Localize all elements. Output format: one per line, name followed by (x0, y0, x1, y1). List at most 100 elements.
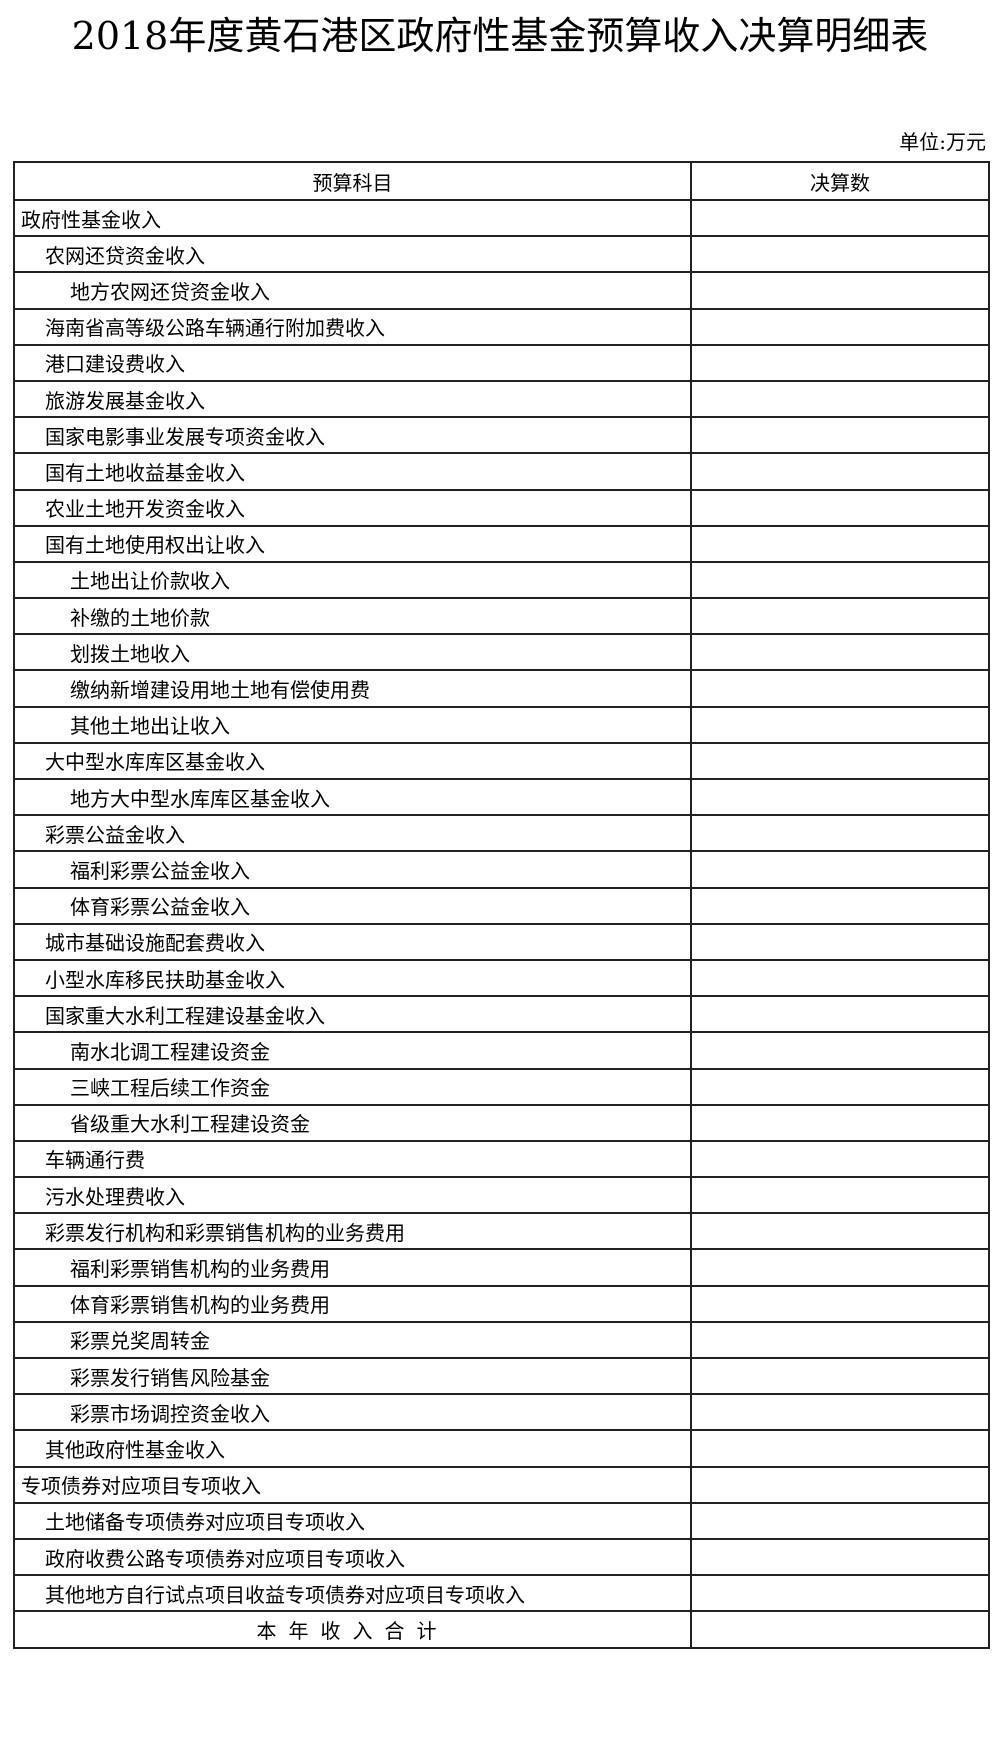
final-amount-cell (690, 1031, 990, 1070)
final-amount-cell (690, 850, 990, 889)
table-row: 其他地方自行试点项目收益专项债券对应项目专项收入 (13, 1574, 990, 1613)
budget-item-name: 土地出让价款收入 (13, 560, 692, 600)
table-row: 体育彩票销售机构的业务费用 (13, 1284, 990, 1323)
budget-item-name: 彩票市场调控资金收入 (13, 1393, 692, 1432)
budget-item-name: 地方农网还贷资金收入 (13, 271, 692, 310)
final-amount-cell (690, 1248, 990, 1287)
budget-item-name: 农业土地开发资金收入 (13, 488, 692, 527)
table-row: 大中型水库库区基金收入 (13, 741, 990, 781)
final-amount-cell (690, 1537, 990, 1577)
table-row: 土地出让价款收入 (13, 560, 990, 600)
budget-item-name: 福利彩票销售机构的业务费用 (13, 1248, 692, 1287)
table-row: 彩票公益金收入 (13, 814, 990, 853)
table-row: 土地储备专项债券对应项目专项收入 (13, 1501, 990, 1540)
final-amount-cell (690, 343, 990, 382)
final-amount-cell (690, 995, 990, 1034)
budget-item-name: 三峡工程后续工作资金 (13, 1067, 692, 1106)
final-amount-cell (690, 1393, 990, 1432)
final-amount-cell (690, 198, 990, 238)
table-row: 农网还贷资金收入 (13, 235, 990, 274)
budget-item-name: 南水北调工程建设资金 (13, 1031, 692, 1070)
budget-item-name: 国家重大水利工程建设基金收入 (13, 995, 692, 1034)
total-amount-cell (690, 1610, 990, 1649)
table-row: 专项债券对应项目专项收入 (13, 1465, 990, 1504)
table-row: 城市基础设施配套费收入 (13, 922, 990, 961)
table-row: 国有土地使用权出让收入 (13, 524, 990, 563)
budget-item-name: 大中型水库库区基金收入 (13, 741, 692, 781)
header-final-amount: 决算数 (690, 161, 990, 201)
page-title: 2018年度黄石港区政府性基金预算收入决算明细表 (71, 14, 929, 58)
table-row: 旅游发展基金收入 (13, 379, 990, 419)
budget-item-name: 彩票发行机构和彩票销售机构的业务费用 (13, 1212, 692, 1251)
table-row: 福利彩票销售机构的业务费用 (13, 1248, 990, 1287)
budget-item-name: 旅游发展基金收入 (13, 379, 692, 419)
table-row: 国家电影事业发展专项资金收入 (13, 416, 990, 455)
budget-item-name: 彩票发行销售风险基金 (13, 1356, 692, 1396)
final-amount-cell (690, 488, 990, 527)
final-amount-cell (690, 633, 990, 672)
table-row: 政府性基金收入 (13, 198, 990, 238)
final-amount-cell (690, 1501, 990, 1540)
final-amount-cell (690, 524, 990, 563)
final-amount-cell (690, 1139, 990, 1179)
final-amount-cell (690, 597, 990, 636)
table-row: 海南省高等级公路车辆通行附加费收入 (13, 307, 990, 346)
budget-item-name: 污水处理费收入 (13, 1176, 692, 1215)
budget-item-name: 国家电影事业发展专项资金收入 (13, 416, 692, 455)
budget-item-name: 彩票兑奖周转金 (13, 1320, 692, 1360)
table-row: 地方大中型水库库区基金收入 (13, 777, 990, 817)
table-row: 彩票发行机构和彩票销售机构的业务费用 (13, 1212, 990, 1251)
table-row: 地方农网还贷资金收入 (13, 271, 990, 310)
final-amount-cell (690, 235, 990, 274)
budget-item-name: 海南省高等级公路车辆通行附加费收入 (13, 307, 692, 346)
final-amount-cell (690, 741, 990, 781)
budget-item-name: 小型水库移民扶助基金收入 (13, 958, 692, 998)
final-amount-cell (690, 814, 990, 853)
budget-item-name: 政府性基金收入 (13, 198, 692, 238)
budget-item-name: 划拨土地收入 (13, 633, 692, 672)
budget-item-name: 车辆通行费 (13, 1139, 692, 1179)
budget-table: 预算科目 决算数 政府性基金收入 农网还贷资金收入 地方农网还贷资金收入 海南省高等级… (13, 161, 990, 1649)
table-row: 三峡工程后续工作资金 (13, 1067, 990, 1106)
budget-item-name: 福利彩票公益金收入 (13, 850, 692, 889)
table-row: 彩票发行销售风险基金 (13, 1356, 990, 1396)
final-amount-cell (690, 379, 990, 419)
final-amount-cell (690, 886, 990, 925)
final-amount-cell (690, 452, 990, 491)
budget-item-name: 专项债券对应项目专项收入 (13, 1465, 692, 1504)
final-amount-cell (690, 307, 990, 346)
table-row: 南水北调工程建设资金 (13, 1031, 990, 1070)
final-amount-cell (690, 958, 990, 998)
unit-label: 单位:万元 (899, 130, 986, 154)
final-amount-cell (690, 922, 990, 961)
budget-item-name: 国有土地使用权出让收入 (13, 524, 692, 563)
table-row: 划拨土地收入 (13, 633, 990, 672)
budget-item-name: 国有土地收益基金收入 (13, 452, 692, 491)
table-row: 彩票市场调控资金收入 (13, 1393, 990, 1432)
table-row: 国有土地收益基金收入 (13, 452, 990, 491)
table-row: 省级重大水利工程建设资金 (13, 1103, 990, 1142)
table-row: 体育彩票公益金收入 (13, 886, 990, 925)
table-row: 补缴的土地价款 (13, 597, 990, 636)
final-amount-cell (690, 1103, 990, 1142)
final-amount-cell (690, 271, 990, 310)
budget-item-name: 补缴的土地价款 (13, 597, 692, 636)
budget-item-name: 体育彩票销售机构的业务费用 (13, 1284, 692, 1323)
table-header-row: 预算科目 决算数 (13, 161, 990, 201)
table-row: 福利彩票公益金收入 (13, 850, 990, 889)
final-amount-cell (690, 1320, 990, 1360)
final-amount-cell (690, 777, 990, 817)
final-amount-cell (690, 1356, 990, 1396)
table-row: 彩票兑奖周转金 (13, 1320, 990, 1360)
final-amount-cell (690, 1465, 990, 1504)
table-row: 污水处理费收入 (13, 1176, 990, 1215)
budget-item-name: 体育彩票公益金收入 (13, 886, 692, 925)
table-row: 其他土地出让收入 (13, 705, 990, 744)
final-amount-cell (690, 1284, 990, 1323)
final-amount-cell (690, 1212, 990, 1251)
budget-item-name: 农网还贷资金收入 (13, 235, 692, 274)
total-label: 本年收入合计 (13, 1610, 692, 1649)
table-row: 小型水库移民扶助基金收入 (13, 958, 990, 998)
final-amount-cell (690, 1574, 990, 1613)
budget-item-name: 地方大中型水库库区基金收入 (13, 777, 692, 817)
